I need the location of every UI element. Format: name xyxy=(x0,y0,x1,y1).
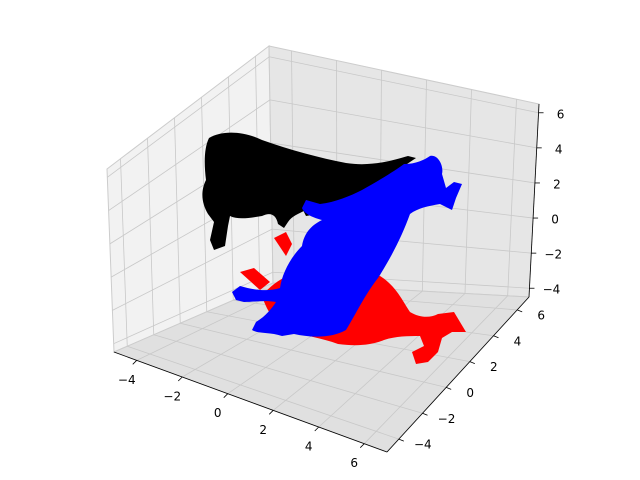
y-tick xyxy=(422,412,428,416)
y-tick xyxy=(398,438,404,442)
z-grid-line xyxy=(108,99,271,211)
z-grid-line xyxy=(269,56,539,114)
z-tick-label: −2 xyxy=(544,248,562,262)
x-tick-label: −2 xyxy=(163,390,181,404)
y-tick-label: 4 xyxy=(514,334,522,348)
y-tick-label: 2 xyxy=(490,360,498,374)
z-tick-label: 0 xyxy=(551,213,559,227)
x-tick xyxy=(223,393,229,398)
x-grid-line xyxy=(464,89,472,294)
z-tick-label: 4 xyxy=(555,142,563,156)
z-grid-line xyxy=(107,56,270,178)
x-tick xyxy=(132,360,138,365)
y-tick-label: 0 xyxy=(466,386,474,400)
x-grid-line xyxy=(507,99,517,296)
z-tick-label: 2 xyxy=(553,177,561,191)
blue-cow-series xyxy=(232,155,462,337)
x-tick-label: 4 xyxy=(305,440,313,454)
blue-cow-body xyxy=(232,155,462,337)
z-tick-label: −4 xyxy=(543,283,561,297)
y-grid-line xyxy=(153,334,423,414)
x-tick xyxy=(314,426,320,432)
y-grid-line xyxy=(180,322,447,388)
x-axis-line xyxy=(113,351,388,453)
y-tick xyxy=(446,387,452,390)
y-grid-line xyxy=(174,117,181,324)
z-grid-line xyxy=(269,99,537,149)
axis-ticks: −4 −2 0 2 4 6 −4 −2 0 2 4 6 −4 −2 0 2 4 6 xyxy=(118,107,564,470)
y-tick-label: −4 xyxy=(414,438,432,452)
z-axis-line xyxy=(528,103,540,298)
z-grid-line xyxy=(113,271,273,345)
x-grid-line xyxy=(363,295,508,444)
x-tick-label: −4 xyxy=(118,373,136,387)
y-grid-line xyxy=(147,138,155,335)
red-cow-leg-1 xyxy=(274,232,292,256)
x-tick-label: 2 xyxy=(259,423,267,437)
y-tick-label: 6 xyxy=(537,308,545,322)
red-cow-leg-2 xyxy=(240,268,270,290)
y-tick-label: −2 xyxy=(438,412,456,426)
z-grid-line xyxy=(112,228,273,311)
y-tick xyxy=(469,361,475,364)
z-tick-label: 6 xyxy=(557,107,565,121)
x-tick xyxy=(268,410,274,415)
y-grid-line xyxy=(127,345,399,440)
y-tick xyxy=(517,309,523,313)
x-tick-label: 0 xyxy=(214,406,222,420)
y-grid-line xyxy=(120,158,128,347)
y-tick xyxy=(493,335,499,339)
x-tick xyxy=(177,376,183,382)
black-cow-body xyxy=(202,132,428,250)
x-tick xyxy=(359,443,365,448)
y-axis-line xyxy=(386,296,530,453)
x-tick-label: 6 xyxy=(350,456,358,470)
